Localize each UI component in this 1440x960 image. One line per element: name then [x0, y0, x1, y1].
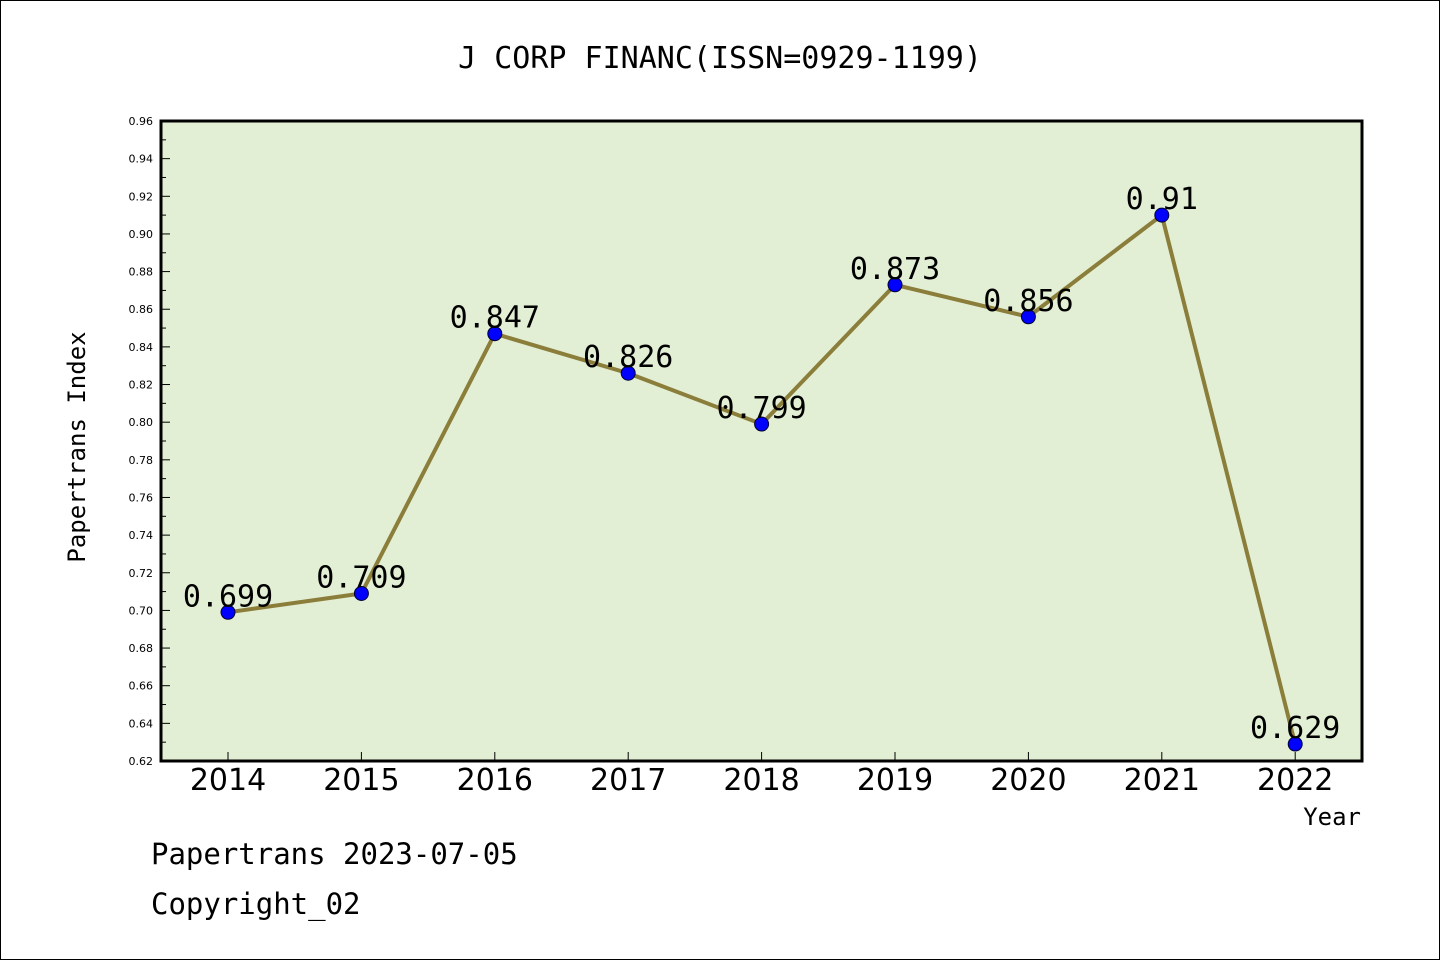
y-tick-label: 0.62 [129, 755, 154, 768]
data-point [353, 585, 369, 601]
x-tick-label: 2021 [1124, 763, 1200, 798]
data-point [1020, 309, 1036, 325]
x-tick-label: 2017 [590, 763, 666, 798]
y-tick-label: 0.78 [129, 454, 154, 467]
y-tick-label: 0.80 [129, 416, 154, 429]
y-tick-label: 0.90 [129, 228, 154, 241]
y-tick-label: 0.92 [129, 190, 154, 203]
y-tick-label: 0.96 [129, 115, 154, 128]
data-point [620, 365, 636, 381]
footer-copyright: Copyright_02 [151, 887, 361, 921]
y-tick-label: 0.88 [129, 266, 154, 279]
y-tick-label: 0.76 [129, 491, 154, 504]
y-tick-label: 0.86 [129, 303, 154, 316]
x-tick-label: 2020 [990, 763, 1066, 798]
series-group: 0.699 0.709 0.847 0.826 0.799 0.873 0.856 0.91 0… [183, 182, 1340, 752]
y-tick-label: 0.68 [129, 642, 154, 655]
data-label: 0.826 [583, 340, 673, 375]
data-point [220, 604, 236, 620]
plot-border [159, 119, 1364, 763]
y-tick-label: 0.66 [129, 680, 154, 693]
data-label: 0.629 [1250, 711, 1340, 746]
y-tick-label: 0.70 [129, 604, 154, 617]
data-point [487, 326, 503, 342]
plot-area [161, 121, 1362, 761]
y-axis: 0.62 0.64 0.66 0.68 0.70 0.72 0.74 0.76 0.78 0.80… [129, 115, 170, 768]
x-axis-label: Year [1303, 803, 1361, 831]
data-label: 0.847 [450, 301, 540, 336]
y-axis-label: Papertrans Index [63, 331, 91, 562]
data-label: 0.856 [983, 284, 1073, 319]
data-label: 0.709 [316, 560, 406, 595]
footer-date: Papertrans 2023-07-05 [151, 837, 518, 871]
x-tick-label: 2014 [190, 763, 266, 798]
y-tick-label: 0.94 [129, 153, 154, 166]
y-tick-label: 0.84 [129, 341, 154, 354]
data-point [1287, 736, 1303, 752]
y-tick-label: 0.74 [129, 529, 154, 542]
data-point [1154, 207, 1170, 223]
x-tick-label: 2019 [857, 763, 933, 798]
data-point [887, 277, 903, 293]
x-tick-label: 2022 [1257, 763, 1333, 798]
y-tick-label: 0.72 [129, 567, 154, 580]
data-label: 0.799 [716, 391, 806, 426]
y-tick-label: 0.64 [129, 717, 154, 730]
data-label: 0.91 [1126, 182, 1198, 217]
data-label: 0.699 [183, 579, 273, 614]
data-label: 0.873 [850, 252, 940, 287]
x-axis: 2014 2015 2016 2017 2018 2019 2020 2021 2022 [190, 752, 1333, 798]
y-tick-label: 0.82 [129, 379, 154, 392]
chart-title: J CORP FINANC(ISSN=0929-1199) [458, 41, 982, 76]
x-tick-label: 2016 [457, 763, 533, 798]
data-point [754, 416, 770, 432]
x-tick-label: 2018 [723, 763, 799, 798]
x-tick-label: 2015 [323, 763, 399, 798]
